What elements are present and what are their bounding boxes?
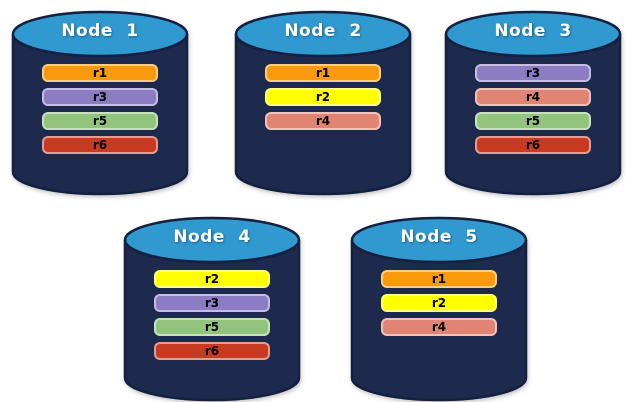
replica-bar-r1: r1 (265, 64, 381, 82)
replica-bar-r4: r4 (381, 318, 497, 336)
replica-bar-r4: r4 (475, 88, 591, 106)
replica-bar-r1: r1 (381, 270, 497, 288)
replica-list: r1 r2 r4 (381, 270, 497, 336)
replica-bar-r6: r6 (42, 136, 158, 154)
replica-bar-r5: r5 (475, 112, 591, 130)
replica-bar-r3: r3 (42, 88, 158, 106)
replica-list: r2 r3 r5 r6 (154, 270, 270, 360)
replica-bar-r2: r2 (265, 88, 381, 106)
node-4: Node 4 r2 r3 r5 r6 (122, 214, 302, 402)
node-label: Node 1 (61, 21, 139, 41)
replica-bar-r6: r6 (154, 342, 270, 360)
replica-bar-r6: r6 (475, 136, 591, 154)
replica-bar-r2: r2 (154, 270, 270, 288)
node-3: Node 3 r3 r4 r5 r6 (443, 8, 623, 196)
replica-list: r1 r3 r5 r6 (42, 64, 158, 154)
replica-bar-r4: r4 (265, 112, 381, 130)
node-1: Node 1 r1 r3 r5 r6 (10, 8, 190, 196)
replica-bar-r5: r5 (154, 318, 270, 336)
replica-list: r1 r2 r4 (265, 64, 381, 130)
node-label: Node 4 (173, 227, 251, 247)
replica-bar-r1: r1 (42, 64, 158, 82)
node-2: Node 2 r1 r2 r4 (233, 8, 413, 196)
node-label: Node 3 (494, 21, 572, 41)
replica-bar-r2: r2 (381, 294, 497, 312)
replica-list: r3 r4 r5 r6 (475, 64, 591, 154)
replica-bar-r5: r5 (42, 112, 158, 130)
replica-bar-r3: r3 (154, 294, 270, 312)
node-5: Node 5 r1 r2 r4 (349, 214, 529, 402)
node-label: Node 2 (284, 21, 362, 41)
node-label: Node 5 (400, 227, 478, 247)
replica-bar-r3: r3 (475, 64, 591, 82)
